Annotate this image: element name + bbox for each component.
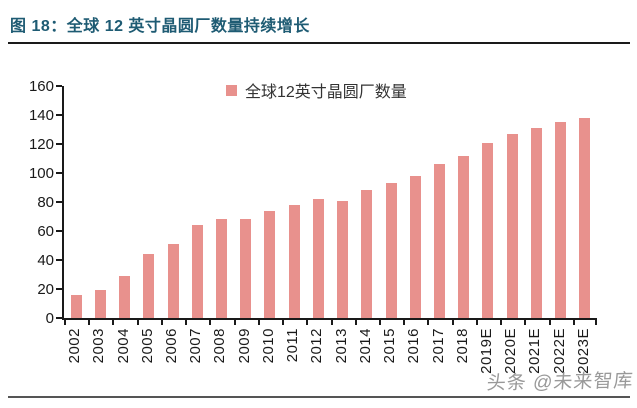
y-axis-label: 160 (28, 78, 54, 95)
x-axis-label: 2010 (259, 328, 277, 364)
x-axis-tick (88, 320, 91, 325)
bar-2017 (434, 164, 446, 318)
x-axis-label: 2017 (429, 328, 447, 364)
y-axis-tick (56, 114, 62, 116)
bar-2016 (409, 175, 421, 318)
x-axis-tick (160, 320, 163, 325)
x-axis-tick (64, 320, 66, 325)
x-axis-label: 2002 (66, 328, 84, 364)
y-axis-tick (56, 143, 62, 145)
x-axis-tick (354, 320, 357, 325)
x-axis-tick (185, 320, 188, 325)
x-axis-tick (548, 320, 551, 325)
x-axis-tick (500, 320, 503, 325)
y-axis-tick (56, 172, 62, 174)
x-axis-tick (112, 320, 115, 325)
bar-2010 (264, 210, 276, 318)
x-axis-label: 2014 (356, 328, 374, 364)
y-axis-label: 60 (37, 223, 54, 240)
y-axis-tick (56, 317, 62, 319)
plot-area: 0 20 40 60 80 100 120 140 160 2002 2003 2004 2005 200… (29, 79, 597, 374)
x-axis-tick (595, 320, 597, 325)
bar-2019E (482, 142, 494, 318)
y-axis-tick (56, 288, 62, 290)
x-axis-label: 2009 (235, 328, 253, 364)
bar-2021E (530, 128, 542, 318)
x-axis-label: 2015 (381, 328, 399, 364)
bar-2011 (288, 204, 300, 318)
bar-2004 (119, 275, 131, 318)
y-axis-tick (56, 230, 62, 232)
y-axis-label: 100 (28, 165, 54, 182)
x-axis-tick (306, 320, 309, 325)
bar-2014 (361, 190, 373, 318)
bar-2015 (385, 183, 397, 318)
legend-label: 全球12英寸晶圆厂数量 (245, 84, 407, 101)
x-axis-label: 2011 (284, 328, 302, 363)
y-axis-label: 0 (45, 310, 54, 327)
x-axis-label: 2012 (308, 328, 326, 364)
bar-2006 (167, 244, 179, 318)
x-axis-label: 2005 (138, 328, 156, 364)
x-axis-label: 2006 (163, 328, 181, 364)
bar-2012 (312, 199, 324, 318)
figure-title: 图 18：全球 12 英寸晶圆厂数量持续增长 (10, 18, 310, 35)
bottom-divider-line (8, 396, 630, 398)
x-axis-label: 2016 (405, 328, 423, 364)
legend-swatch-icon (226, 84, 237, 96)
watermark-text: 头条 @未来智库 (486, 370, 635, 395)
y-axis-tick (56, 201, 62, 203)
bar-2023E (579, 117, 591, 318)
x-axis-tick (330, 320, 333, 325)
x-axis-tick (282, 320, 285, 325)
title-divider-line (8, 42, 630, 44)
x-axis-tick (209, 320, 212, 325)
y-axis-label: 120 (28, 136, 54, 153)
bar-2008 (215, 219, 227, 318)
x-axis-label: 2007 (187, 328, 205, 364)
x-axis-tick (524, 320, 527, 325)
x-axis-label: 2013 (332, 328, 350, 364)
x-axis-label: 2008 (211, 328, 229, 364)
x-axis-label: 2003 (90, 328, 108, 364)
y-axis-tick (56, 85, 62, 87)
y-axis-label: 40 (37, 252, 54, 269)
x-axis-tick (257, 320, 260, 325)
x-axis-tick (572, 320, 575, 325)
y-axis-label: 20 (37, 281, 54, 298)
chart-legend: 全球12英寸晶圆厂数量 (226, 78, 407, 102)
bar-2007 (191, 225, 203, 318)
x-axis-tick (233, 320, 236, 325)
x-axis-label: 2018 (453, 328, 471, 364)
x-axis-tick (136, 320, 139, 325)
bar-2009 (240, 219, 252, 318)
x-axis-label: 2004 (114, 328, 132, 364)
bar-2018 (458, 155, 470, 318)
y-axis-label: 140 (28, 107, 54, 124)
bar-2020E (506, 133, 518, 318)
x-axis-tick (475, 320, 478, 325)
bar-2022E (555, 122, 567, 318)
bar-2005 (143, 254, 155, 318)
x-axis-tick (403, 320, 406, 325)
x-axis-tick (427, 320, 430, 325)
bar-2003 (94, 290, 106, 318)
y-axis-tick (56, 259, 62, 261)
bar-2013 (337, 200, 349, 318)
y-axis-label: 80 (37, 194, 54, 211)
x-axis-tick (451, 320, 454, 325)
bar-2002 (70, 294, 82, 318)
x-axis-tick (378, 320, 381, 325)
